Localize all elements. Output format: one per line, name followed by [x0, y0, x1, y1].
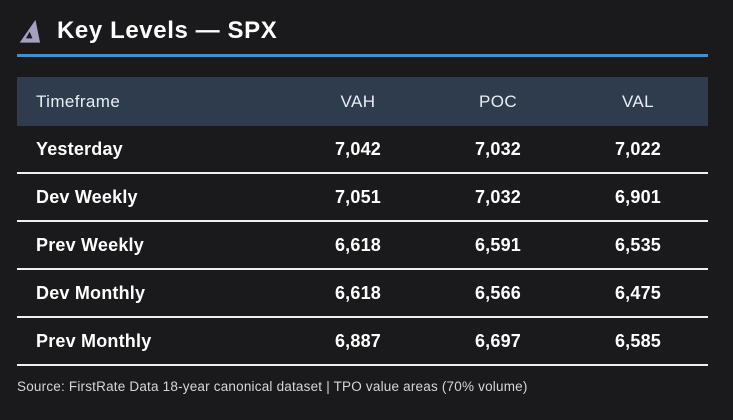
table-header-row: Timeframe VAH POC VAL [17, 77, 708, 126]
poc-cell: 6,591 [474, 234, 522, 255]
poc-cell: 6,697 [474, 330, 522, 351]
page-title: Key Levels — SPX [57, 17, 278, 44]
val-cell: 7,022 [614, 138, 662, 159]
val-cell: 6,901 [614, 186, 662, 207]
card-header: Key Levels — SPX [17, 16, 708, 46]
timeframe-cell: Dev Weekly [36, 186, 138, 207]
title-accent-rule [17, 54, 708, 57]
table-row-dev-monthly: Dev Monthly 6,618 6,566 6,475 [17, 270, 708, 318]
table-row-prev-weekly: Prev Weekly 6,618 6,591 6,535 [17, 222, 708, 270]
key-levels-card: Key Levels — SPX Timeframe VAH POC VAL Y… [17, 0, 708, 394]
timeframe-cell: Dev Monthly [36, 282, 146, 303]
table-row-dev-weekly: Dev Weekly 7,051 7,032 6,901 [17, 174, 708, 222]
col-header-timeframe: Timeframe [36, 91, 121, 111]
timeframe-cell: Prev Weekly [36, 234, 144, 255]
poc-cell: 7,032 [474, 138, 522, 159]
poc-cell: 7,032 [474, 186, 522, 207]
vah-cell: 7,051 [334, 186, 382, 207]
source-caption: Source: FirstRate Data 18-year canonical… [17, 379, 528, 394]
key-levels-table: Timeframe VAH POC VAL Yesterday 7,042 7,… [17, 77, 708, 366]
val-cell: 6,585 [614, 330, 662, 351]
table-row-yesterday: Yesterday 7,042 7,032 7,022 [17, 126, 708, 174]
vah-cell: 6,618 [334, 282, 382, 303]
vah-cell: 6,887 [334, 330, 382, 351]
vah-cell: 7,042 [334, 138, 382, 159]
timeframe-cell: Yesterday [36, 138, 123, 159]
timeframe-cell: Prev Monthly [36, 330, 152, 351]
val-cell: 6,535 [614, 234, 662, 255]
poc-cell: 6,566 [474, 282, 522, 303]
table-row-prev-monthly: Prev Monthly 6,887 6,697 6,585 [17, 318, 708, 366]
vah-cell: 6,618 [334, 234, 382, 255]
triangular-ruler-icon [19, 19, 41, 43]
val-cell: 6,475 [614, 282, 662, 303]
col-header-poc: POC [478, 91, 518, 111]
col-header-val: VAL [621, 91, 655, 111]
col-header-vah: VAH [340, 91, 376, 111]
